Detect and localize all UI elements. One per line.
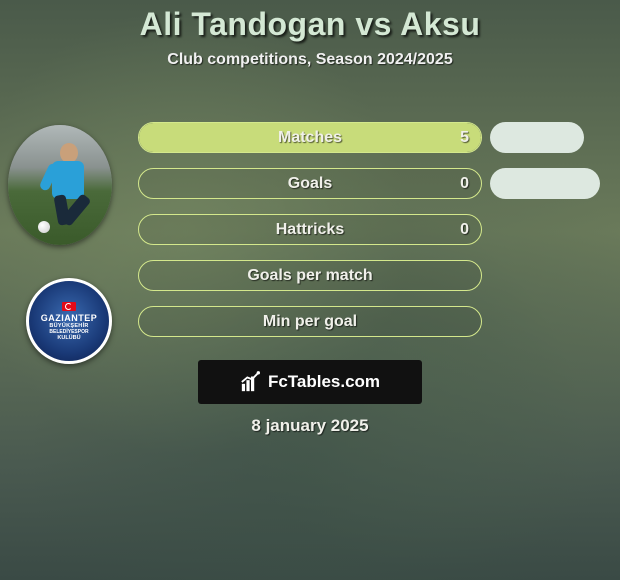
stat-row: Matches5 [138, 122, 482, 153]
club-badge: GAZIANTEP BÜYÜKŞEHİR BELEDİYESPOR KULÜBÜ [26, 278, 112, 364]
stat-value-left: 0 [460, 215, 469, 244]
stat-label: Min per goal [139, 307, 481, 336]
player-avatar [8, 125, 112, 245]
player-figure [38, 143, 88, 233]
stat-value-left: 0 [460, 169, 469, 198]
stat-row: Goals0 [138, 168, 482, 199]
chart-icon [240, 371, 262, 393]
page-title: Ali Tandogan vs Aksu [0, 6, 620, 43]
badge-line-4: KULÜBÜ [57, 335, 80, 341]
stat-fill-left [139, 123, 481, 152]
opponent-pill [490, 122, 584, 153]
flag-icon [62, 302, 76, 311]
opponent-pill [490, 168, 600, 199]
stat-label: Goals [139, 169, 481, 198]
subtitle: Club competitions, Season 2024/2025 [0, 51, 620, 69]
stat-row: Goals per match [138, 260, 482, 291]
opponent-pills [490, 122, 610, 352]
stat-row: Min per goal [138, 306, 482, 337]
stat-rows: Matches5Goals0Hattricks0Goals per matchM… [138, 122, 482, 352]
badge-line-1: GAZIANTEP [41, 313, 98, 323]
brand-label: FcTables.com [268, 372, 380, 392]
stat-label: Goals per match [139, 261, 481, 290]
stat-row: Hattricks0 [138, 214, 482, 245]
stat-value-left: 5 [460, 123, 469, 152]
date-label: 8 january 2025 [0, 416, 620, 436]
brand-badge: FcTables.com [198, 360, 422, 404]
stat-label: Hattricks [139, 215, 481, 244]
content: Ali Tandogan vs Aksu Club competitions, … [0, 0, 620, 580]
